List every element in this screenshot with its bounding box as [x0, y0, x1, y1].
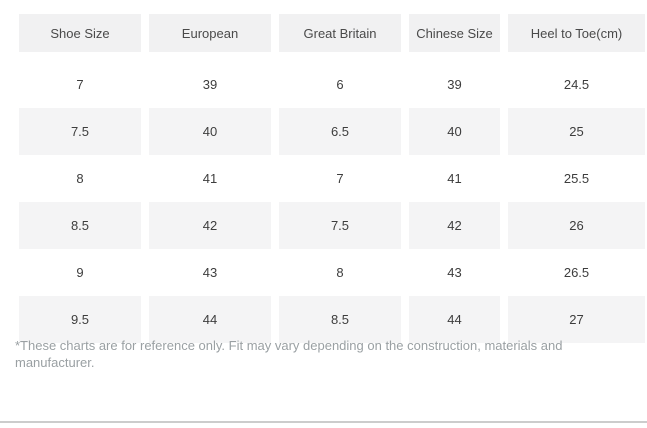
table-cell: 44: [409, 296, 500, 343]
table-cell: 41: [409, 155, 500, 202]
table-cell: 8.5: [279, 296, 401, 343]
table-cell: 6.5: [279, 108, 401, 155]
table-cell: 44: [149, 296, 271, 343]
header-cell-great-britain: Great Britain: [279, 14, 401, 52]
header-cell-heel-to-toe: Heel to Toe(cm): [508, 14, 645, 52]
header-cell-european: European: [149, 14, 271, 52]
table-cell: 42: [149, 202, 271, 249]
table-cell: 7: [19, 61, 141, 108]
table-cell: 40: [409, 108, 500, 155]
table-cell: 27: [508, 296, 645, 343]
size-chart-table: Shoe Size European Great Britain Chinese…: [19, 14, 645, 343]
size-chart-disclaimer: *These charts are for reference only. Fi…: [15, 338, 563, 370]
table-cell: 8: [279, 249, 401, 296]
table-cell: 24.5: [508, 61, 645, 108]
header-cell-chinese-size: Chinese Size: [409, 14, 500, 52]
table-cell: 7: [279, 155, 401, 202]
table-cell: 26: [508, 202, 645, 249]
table-cell: 39: [149, 61, 271, 108]
table-cell: 26.5: [508, 249, 645, 296]
bottom-divider: [0, 421, 647, 423]
table-cell: 25: [508, 108, 645, 155]
table-cell: 42: [409, 202, 500, 249]
table-cell: 43: [149, 249, 271, 296]
table-cell: 8.5: [19, 202, 141, 249]
table-cell: 39: [409, 61, 500, 108]
table-cell: 25.5: [508, 155, 645, 202]
table-cell: 43: [409, 249, 500, 296]
table-cell: 41: [149, 155, 271, 202]
table-cell: 7.5: [19, 108, 141, 155]
table-cell: 7.5: [279, 202, 401, 249]
header-cell-shoe-size: Shoe Size: [19, 14, 141, 52]
table-cell: 9: [19, 249, 141, 296]
table-cell: 6: [279, 61, 401, 108]
table-cell: 9.5: [19, 296, 141, 343]
table-cell: 8: [19, 155, 141, 202]
table-cell: 40: [149, 108, 271, 155]
